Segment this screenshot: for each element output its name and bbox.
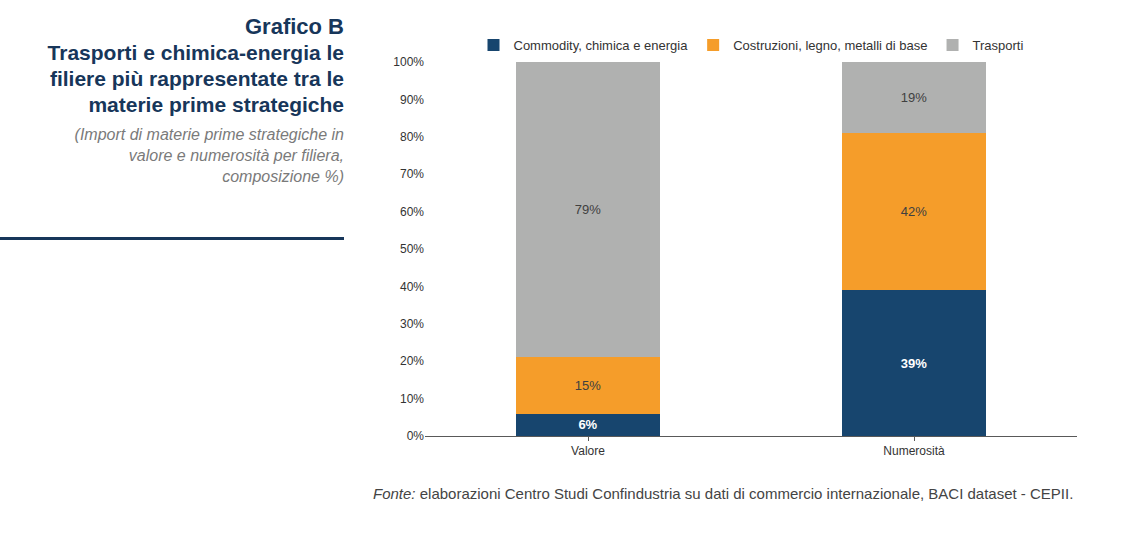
svg-text:100%: 100% <box>393 55 424 69</box>
svg-text:70%: 70% <box>400 167 424 181</box>
svg-text:20%: 20% <box>400 354 424 368</box>
svg-text:Numerosità: Numerosità <box>883 444 945 458</box>
svg-text:0%: 0% <box>407 429 425 443</box>
svg-text:10%: 10% <box>400 392 424 406</box>
svg-text:50%: 50% <box>400 242 424 256</box>
html-text:(Import di materie prime strat: (Import di materie prime strategiche in … <box>74 126 344 185</box>
html-text:Trasporti e chimica-energia le: Trasporti e chimica-energia le filiere p… <box>47 41 344 116</box>
svg-text:6%: 6% <box>578 417 597 432</box>
svg-text:Commodity, chimica e energia: Commodity, chimica e energia <box>514 38 689 53</box>
svg-text:80%: 80% <box>400 130 424 144</box>
svg-text:39%: 39% <box>901 356 927 371</box>
svg-text:90%: 90% <box>400 93 424 107</box>
html-text:Grafico B: Grafico B <box>245 14 344 39</box>
svg-text:Valore: Valore <box>571 444 605 458</box>
svg-text:19%: 19% <box>901 90 927 105</box>
svg-text:30%: 30% <box>400 317 424 331</box>
html-text:Fonte: elaborazioni Centro Stu: Fonte: elaborazioni Centro Studi Confind… <box>373 485 1074 502</box>
svg-text:60%: 60% <box>400 205 424 219</box>
svg-text:Costruzioni, legno, metalli di: Costruzioni, legno, metalli di base <box>733 38 927 53</box>
svg-text:42%: 42% <box>901 204 927 219</box>
svg-text:Trasporti: Trasporti <box>973 38 1024 53</box>
svg-text:40%: 40% <box>400 280 424 294</box>
svg-text:15%: 15% <box>575 378 601 393</box>
svg-text:79%: 79% <box>575 202 601 217</box>
